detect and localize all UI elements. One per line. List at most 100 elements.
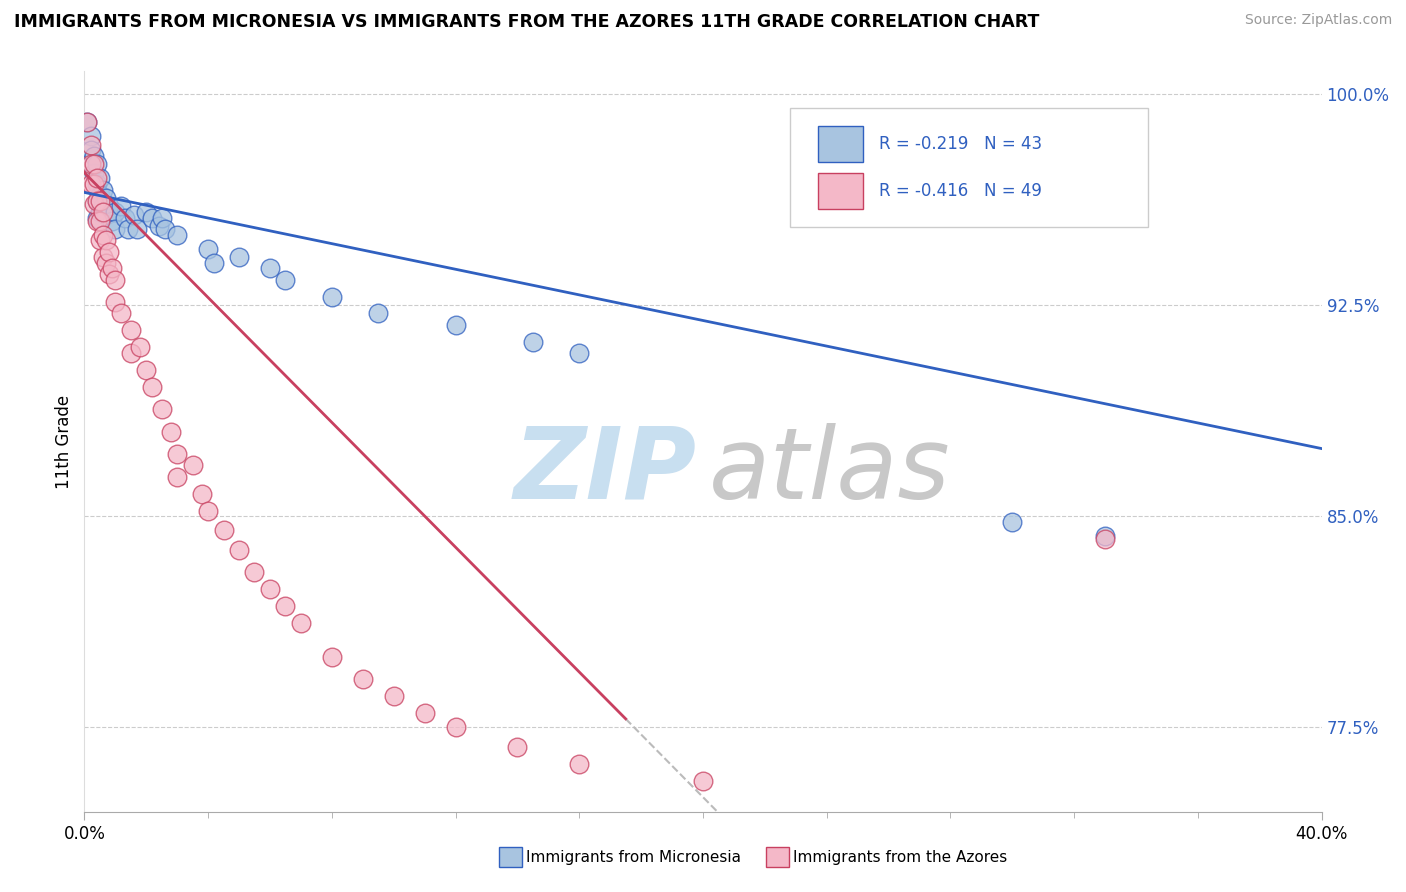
Point: [444, 720, 467, 734]
Point: [181, 458, 204, 473]
Text: Immigrants from the Azores: Immigrants from the Azores: [793, 850, 1007, 864]
Text: Source: ZipAtlas.com: Source: ZipAtlas.com: [1244, 13, 1392, 28]
FancyBboxPatch shape: [790, 108, 1149, 227]
Point: [79, 137, 101, 152]
Point: [197, 503, 219, 517]
Text: Immigrants from Micronesia: Immigrants from Micronesia: [526, 850, 741, 864]
Point: [1094, 532, 1116, 546]
Point: [91, 250, 114, 264]
Text: R = -0.416   N = 49: R = -0.416 N = 49: [879, 182, 1042, 201]
Point: [692, 773, 714, 788]
Point: [86, 157, 108, 171]
Point: [91, 227, 114, 242]
Point: [197, 242, 219, 256]
Point: [150, 211, 173, 225]
Point: [321, 289, 343, 303]
Point: [83, 196, 105, 211]
Point: [79, 157, 101, 171]
Point: [104, 205, 127, 219]
Point: [94, 256, 117, 270]
Point: [86, 213, 108, 227]
Point: [104, 273, 127, 287]
Point: [352, 673, 374, 687]
Point: [166, 469, 188, 483]
Point: [86, 211, 108, 225]
Point: [83, 166, 105, 180]
Point: [86, 177, 108, 191]
Point: [228, 250, 250, 264]
Point: [367, 306, 389, 320]
Point: [104, 295, 127, 310]
Point: [243, 566, 266, 580]
Point: [444, 318, 467, 332]
Point: [153, 222, 176, 236]
Point: [79, 129, 101, 144]
FancyBboxPatch shape: [818, 173, 863, 210]
Point: [117, 222, 139, 236]
Point: [568, 756, 591, 771]
Point: [89, 188, 111, 202]
Point: [506, 739, 529, 754]
Point: [91, 183, 114, 197]
Point: [191, 486, 214, 500]
Point: [413, 706, 436, 721]
Point: [94, 208, 117, 222]
Point: [83, 177, 105, 191]
FancyBboxPatch shape: [818, 126, 863, 162]
Point: [150, 402, 173, 417]
Point: [83, 149, 105, 163]
Point: [120, 346, 142, 360]
Point: [202, 256, 225, 270]
Point: [228, 543, 250, 558]
Point: [89, 213, 111, 227]
Point: [212, 523, 235, 537]
Point: [274, 273, 297, 287]
Point: [110, 199, 132, 213]
Text: R = -0.219   N = 43: R = -0.219 N = 43: [879, 135, 1042, 153]
Point: [98, 244, 121, 259]
Point: [568, 346, 591, 360]
Point: [76, 115, 98, 129]
Point: [135, 363, 157, 377]
Point: [122, 208, 145, 222]
Point: [89, 205, 111, 219]
Point: [274, 599, 297, 614]
Text: ZIP: ZIP: [513, 423, 697, 520]
Point: [166, 227, 188, 242]
Point: [91, 205, 114, 219]
Point: [86, 171, 108, 186]
Point: [1001, 515, 1024, 529]
Point: [141, 379, 163, 393]
Point: [166, 447, 188, 461]
Point: [89, 194, 111, 208]
Point: [290, 616, 312, 631]
Point: [522, 334, 544, 349]
Text: atlas: atlas: [709, 423, 950, 520]
Point: [76, 115, 98, 129]
Point: [120, 323, 142, 337]
Point: [114, 211, 136, 225]
Point: [86, 194, 108, 208]
Y-axis label: 11th Grade: 11th Grade: [55, 394, 73, 489]
Point: [110, 306, 132, 320]
Point: [135, 205, 157, 219]
Point: [141, 211, 163, 225]
Point: [89, 233, 111, 247]
Point: [148, 219, 170, 234]
Point: [83, 157, 105, 171]
Point: [125, 222, 148, 236]
Point: [86, 194, 108, 208]
Text: IMMIGRANTS FROM MICRONESIA VS IMMIGRANTS FROM THE AZORES 11TH GRADE CORRELATION : IMMIGRANTS FROM MICRONESIA VS IMMIGRANTS…: [14, 13, 1039, 31]
Point: [129, 340, 152, 354]
Point: [94, 191, 117, 205]
Point: [101, 213, 124, 227]
Point: [259, 261, 281, 276]
Point: [79, 143, 101, 157]
Point: [101, 261, 124, 276]
Point: [321, 649, 343, 664]
Point: [382, 690, 405, 704]
Point: [91, 199, 114, 213]
Point: [98, 199, 121, 213]
Point: [160, 425, 183, 439]
Point: [1094, 529, 1116, 543]
